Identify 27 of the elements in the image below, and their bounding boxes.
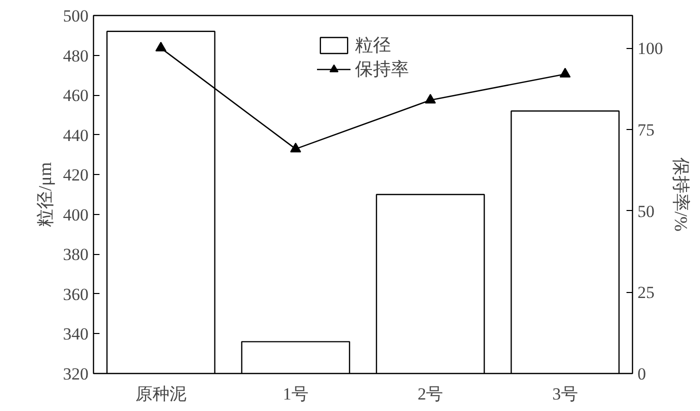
y-tick-label: 420 xyxy=(63,166,88,185)
y-tick-label: 340 xyxy=(63,324,88,344)
point xyxy=(560,68,571,78)
x-tick-label: 2号 xyxy=(418,384,444,404)
y-tick-label: 460 xyxy=(63,86,88,106)
legend-label: 保持率 xyxy=(355,58,409,81)
point xyxy=(155,42,166,52)
y2-tick-label: 0 xyxy=(638,364,646,384)
y2-axis-title: 保持率/% xyxy=(671,158,691,232)
y-tick-label: 360 xyxy=(63,284,88,304)
point xyxy=(424,94,436,104)
x-tick-label: 1号 xyxy=(282,384,308,404)
y-tick-label: 400 xyxy=(63,205,88,224)
y-axis-title: 粒径/μm xyxy=(35,162,55,227)
y-tick-label: 380 xyxy=(63,245,88,264)
y2-tick-label: 25 xyxy=(638,283,654,302)
y-tick-label: 320 xyxy=(63,364,88,384)
y2-tick-label: 100 xyxy=(638,39,663,58)
x-tick-label: 原种泥 xyxy=(135,384,186,404)
point xyxy=(290,142,302,152)
y2-tick-label: 75 xyxy=(638,120,654,140)
y2-tick-label: 50 xyxy=(638,202,654,221)
y-tick-label: 500 xyxy=(63,6,88,26)
y-tick-label: 480 xyxy=(63,46,88,66)
x-tick-label: 3号 xyxy=(552,384,578,404)
legend-label: 粒径 xyxy=(355,34,391,57)
y-tick-label: 440 xyxy=(63,126,88,145)
